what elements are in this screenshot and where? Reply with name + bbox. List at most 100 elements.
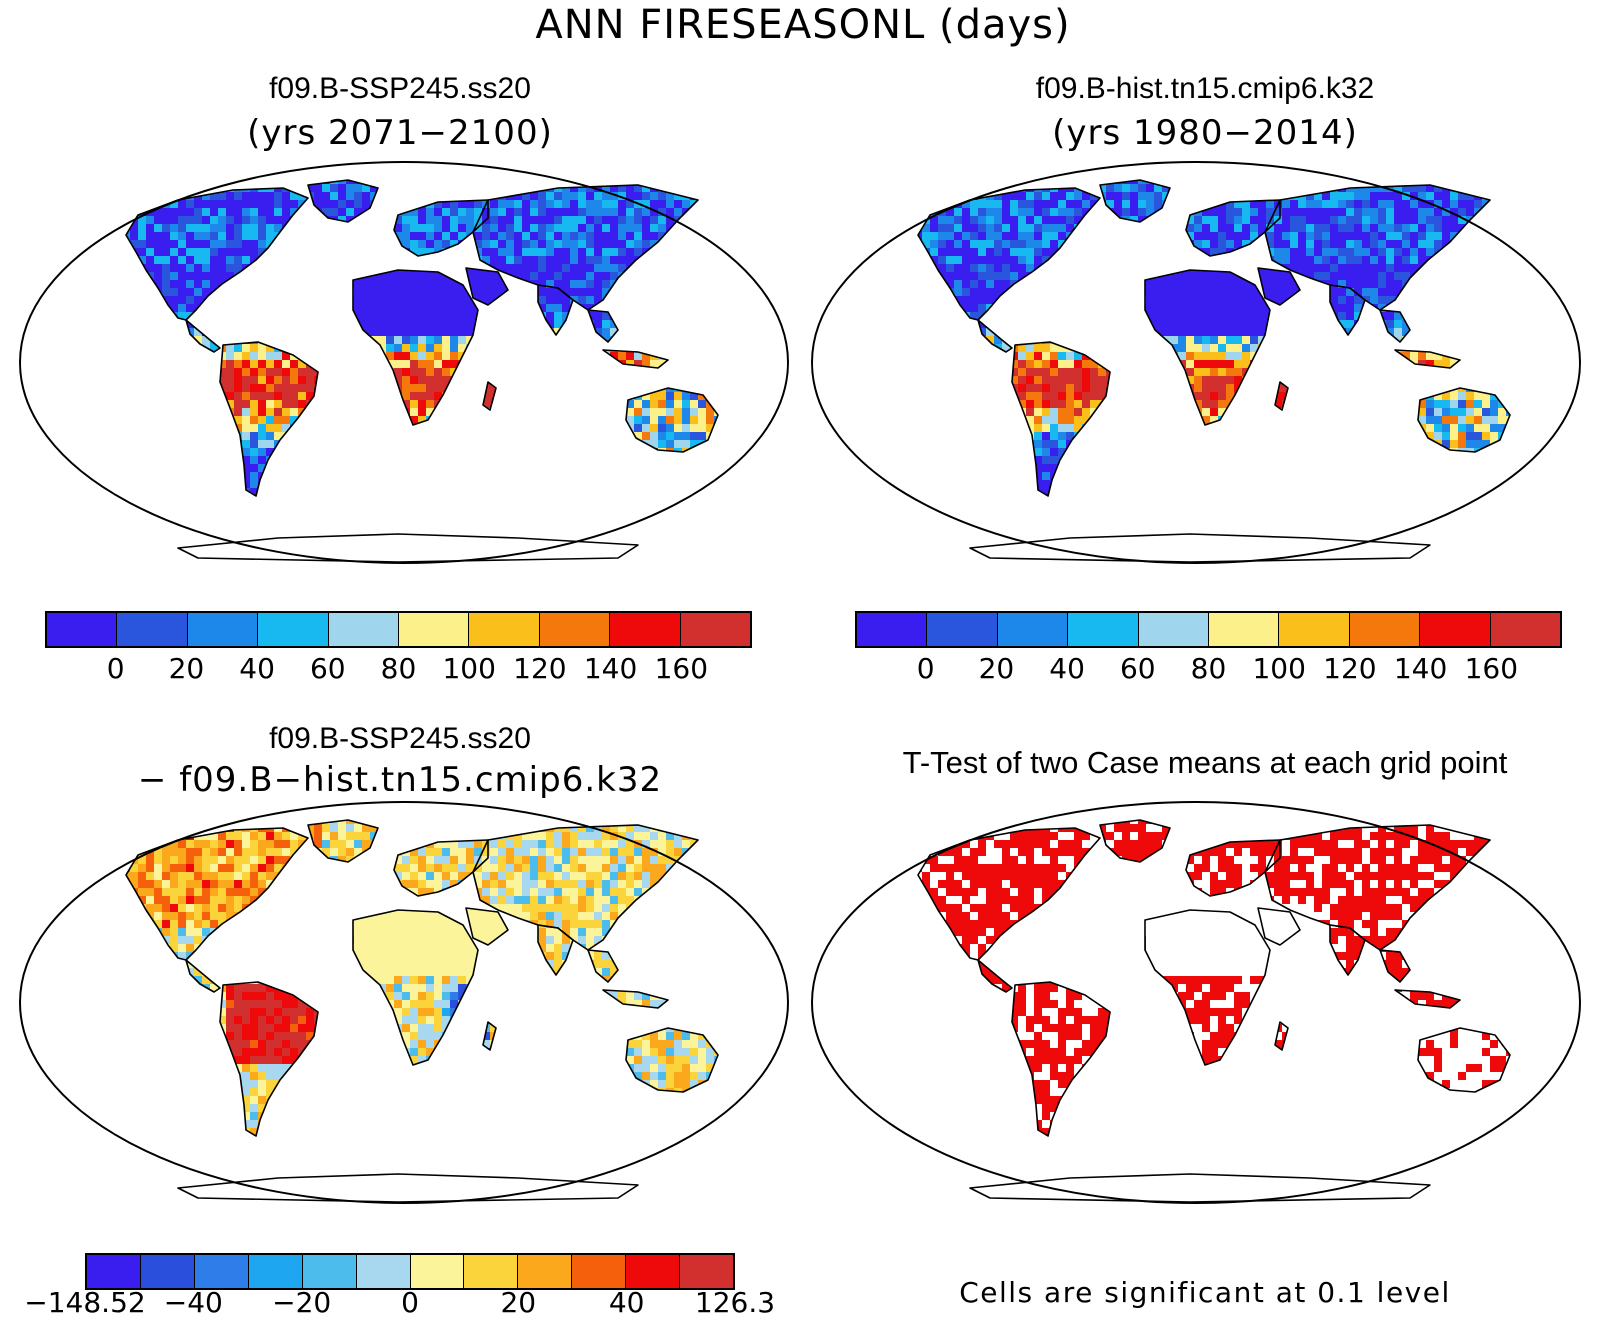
coastline-southAmerica xyxy=(1011,341,1111,497)
coastline-centralAmerica xyxy=(977,959,1013,993)
colorbar-bottom-left xyxy=(85,1253,735,1290)
world-map-svg xyxy=(811,161,1581,564)
colorbar-cell xyxy=(1068,613,1139,646)
colorbar-ticks-top-left: 0 20 40 60 80 100 120 140 160 xyxy=(45,652,752,688)
tick-label: 120 xyxy=(1323,652,1376,685)
coastline-centralAmerica xyxy=(185,959,221,993)
colorbar-cell xyxy=(47,613,118,646)
world-map-svg xyxy=(811,801,1581,1204)
tick-label: 0 xyxy=(401,1286,419,1319)
coastline-asia xyxy=(472,184,699,311)
colorbar-cell xyxy=(1209,613,1280,646)
significance-note: Cells are significant at 0.1 level xyxy=(815,1276,1595,1309)
coastline-seAsia xyxy=(1379,309,1411,343)
tick-label: 140 xyxy=(1394,652,1447,685)
coastline-arabia xyxy=(465,267,509,306)
tick-label: 20 xyxy=(979,652,1015,685)
colorbar-cell xyxy=(539,613,611,646)
coastline-madagascar xyxy=(1274,1021,1289,1051)
tick-label: 160 xyxy=(1465,652,1518,685)
panel-title-bottom-right: T-Test of two Case means at each grid po… xyxy=(815,745,1595,781)
coastline-northAmerica xyxy=(917,827,1101,961)
panel-subtitle-top-left: (yrs 2071−2100) xyxy=(20,113,780,153)
colorbar-cell xyxy=(302,1255,357,1288)
map-bottom-left xyxy=(18,800,790,1205)
tick-label: 126.3 xyxy=(695,1286,775,1319)
panel-title-top-right: f09.B-hist.tn15.cmip6.k32 xyxy=(815,72,1595,106)
map-border xyxy=(19,801,789,1204)
coastline-india xyxy=(1329,924,1366,976)
colorbar-ticks-bottom-left: −148.52 −40 −20 0 20 40 126.3 xyxy=(24,1286,775,1322)
colorbar-cell xyxy=(464,1255,519,1288)
coastline-seAsia xyxy=(1379,949,1411,983)
colorbar-cell xyxy=(399,613,470,646)
coastline-northAmerica xyxy=(125,827,309,961)
coastline-asia xyxy=(1264,824,1491,951)
coastline-africa xyxy=(352,909,479,1066)
tick-label: 140 xyxy=(584,652,637,685)
coastline-southAmerica xyxy=(1011,981,1111,1137)
tick-label: 40 xyxy=(609,1286,645,1319)
colorbar-ticks-top-right: 0 20 40 60 80 100 120 140 160 xyxy=(855,652,1562,688)
colorbar-cell xyxy=(1279,613,1350,646)
coastline-australia xyxy=(625,1027,719,1093)
colorbar-cell xyxy=(258,613,329,646)
world-map-svg xyxy=(19,161,789,564)
coastline-africa xyxy=(1144,909,1271,1066)
tick-label: 0 xyxy=(917,652,935,685)
colorbar-cell xyxy=(410,1255,465,1288)
map-border xyxy=(19,161,789,564)
coastline-indonesia xyxy=(1394,989,1461,1009)
figure-title: ANN FIRESEASONL (days) xyxy=(0,2,1606,48)
coastline-africa xyxy=(352,269,479,426)
tick-label: 80 xyxy=(1191,652,1227,685)
coastline-greenland xyxy=(1099,179,1171,223)
map-border xyxy=(811,801,1581,1204)
coastline-northAmerica xyxy=(125,187,309,321)
colorbar-cell xyxy=(997,613,1069,646)
colorbar-cell xyxy=(572,1255,627,1288)
coastline-centralAmerica xyxy=(977,319,1013,353)
tick-label: 40 xyxy=(1049,652,1085,685)
colorbar-cell xyxy=(680,1255,734,1288)
colorbar-cell xyxy=(356,1255,411,1288)
tick-label: 60 xyxy=(310,652,346,685)
colorbar-cell xyxy=(469,613,540,646)
colorbar-cell xyxy=(1420,613,1491,646)
tick-label: −148.52 xyxy=(24,1286,145,1319)
colorbar-cell xyxy=(117,613,188,646)
colorbar-cell xyxy=(927,613,998,646)
coastline-australia xyxy=(625,387,719,453)
colorbar-cell xyxy=(194,1255,249,1288)
coastline-arabia xyxy=(465,907,509,946)
colorbar-cell xyxy=(1138,613,1210,646)
tick-label: −40 xyxy=(164,1286,223,1319)
tick-label: 40 xyxy=(239,652,275,685)
coastline-india xyxy=(537,284,574,336)
map-border xyxy=(811,161,1581,564)
tick-label: 60 xyxy=(1120,652,1156,685)
coastline-madagascar xyxy=(482,1021,497,1051)
coastline-india xyxy=(537,924,574,976)
coastline-southAmerica xyxy=(219,981,319,1137)
colorbar-cell xyxy=(87,1255,141,1288)
tick-label: 20 xyxy=(500,1286,536,1319)
coastline-europe xyxy=(393,199,489,257)
coastline-southAmerica xyxy=(219,341,319,497)
colorbar-top-left xyxy=(45,611,752,648)
coastline-africa xyxy=(1144,269,1271,426)
coastline-northAmerica xyxy=(917,187,1101,321)
coastline-seAsia xyxy=(587,309,619,343)
coastline-indonesia xyxy=(602,349,669,369)
tick-label: 160 xyxy=(655,652,708,685)
tick-label: 100 xyxy=(1252,652,1305,685)
panel-subtitle-bottom-left: − f09.B−hist.tn15.cmip6.k32 xyxy=(20,760,780,800)
tick-label: −20 xyxy=(272,1286,331,1319)
tick-label: 0 xyxy=(107,652,125,685)
colorbar-top-right xyxy=(855,611,1562,648)
coastline-madagascar xyxy=(1274,381,1289,411)
coastline-australia xyxy=(1417,387,1511,453)
colorbar-cell xyxy=(140,1255,195,1288)
coastline-europe xyxy=(1185,839,1281,897)
coastline-asia xyxy=(1264,184,1491,311)
